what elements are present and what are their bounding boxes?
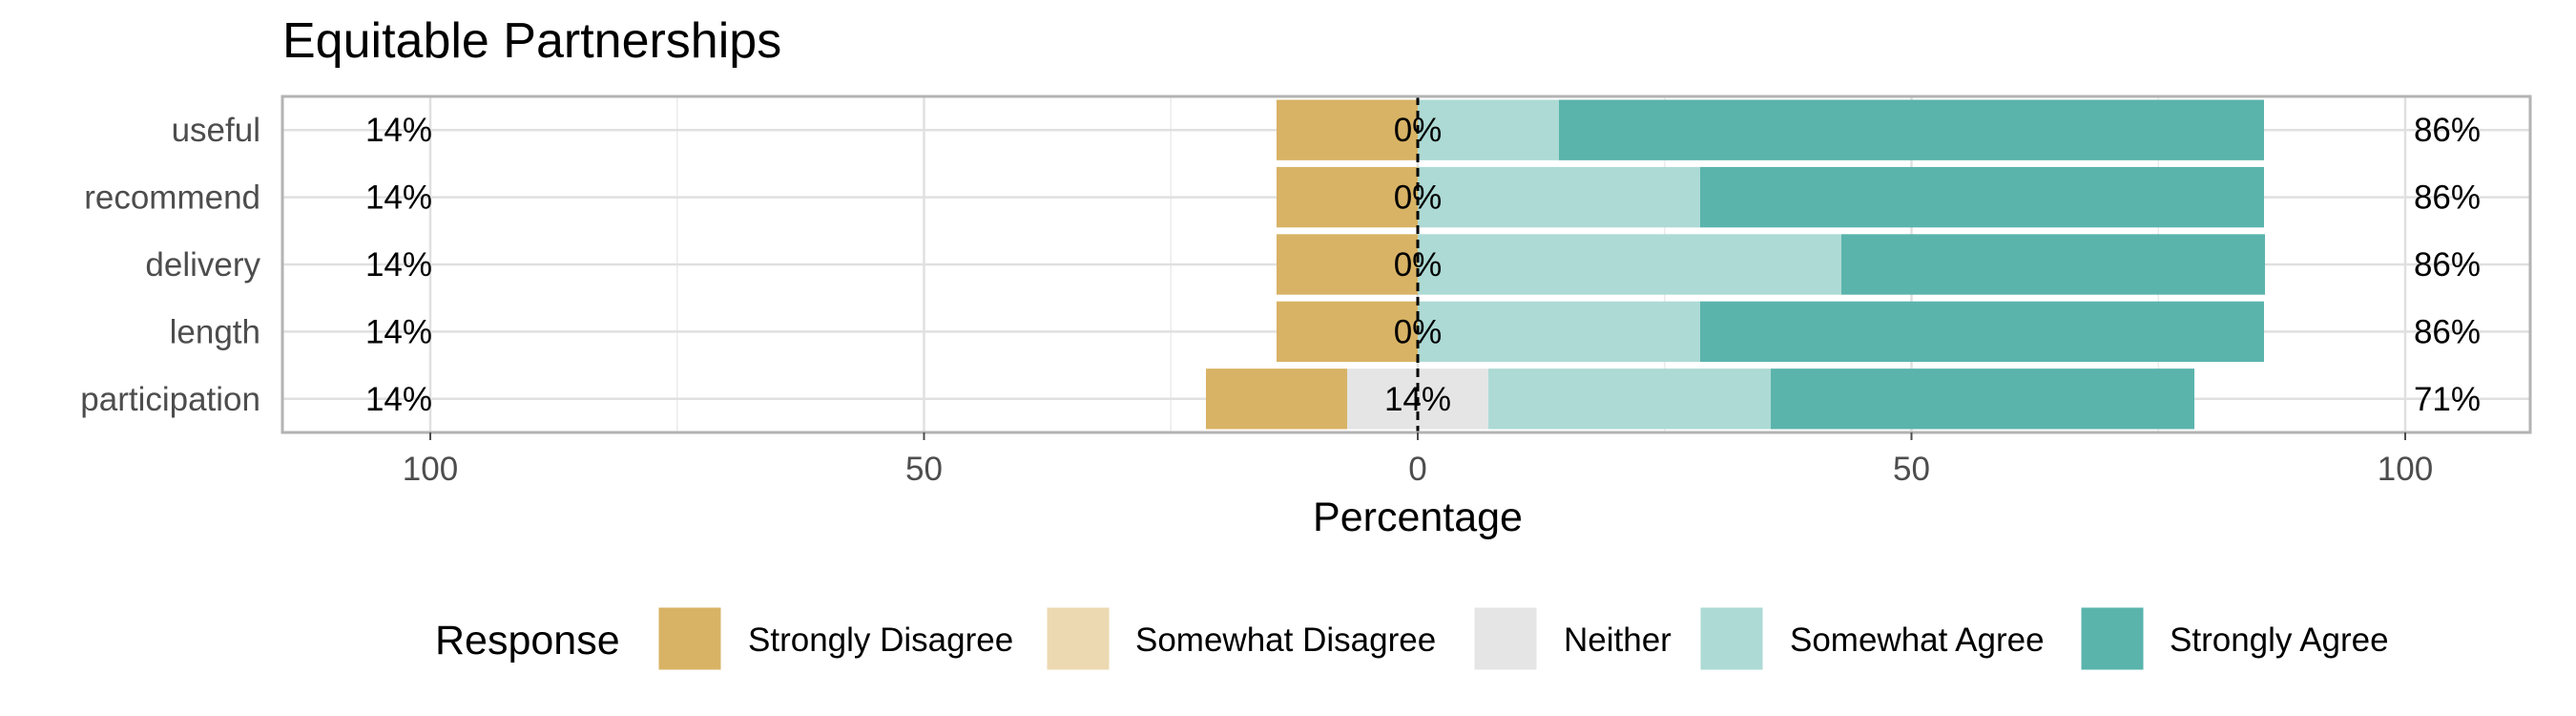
high-pct-label: 86% [2414,179,2481,217]
legend: Response Strongly Disagree Somewhat Disag… [435,606,2389,671]
bar-strongly-agree-recommend [1700,166,2264,228]
neutral-pct-label: 14% [1384,381,1451,418]
neutral-pct-label: 0% [1394,112,1443,149]
x-tick-label: 50 [905,451,943,488]
legend-label-somewhat-disagree: Somewhat Disagree [1135,621,1436,659]
legend-key-strongly-disagree [657,606,722,671]
category-label-recommend: recommend [84,179,260,217]
category-label-participation: participation [80,381,260,418]
bars [1205,99,2266,430]
legend-label-neither: Neither [1564,621,1672,659]
bar-somewhat-agree-useful [1418,99,1560,160]
panel-border [280,95,2532,434]
x-tick-label: 100 [2378,451,2433,488]
bar-strongly-disagree-recommend [1276,166,1418,228]
category-labels: useful recommend delivery length participati… [80,112,260,418]
bar-strongly-disagree-delivery [1276,234,1418,295]
low-pct-label: 14% [365,246,432,284]
high-pct-label: 86% [2414,313,2481,350]
chart-title: Equitable Partnerships [282,13,781,69]
legend-key-somewhat-disagree [1046,606,1111,671]
x-axis-ticks: 100 50 0 50 100 [403,432,2433,488]
category-label-length: length [170,313,260,350]
low-pct-label: 14% [365,313,432,350]
bar-strongly-disagree-length [1276,301,1418,363]
bar-somewhat-agree-length [1418,301,1701,363]
x-tick-label: 50 [1893,451,1930,488]
percent-labels: 14% 0% 86% 14% 0% 86% 14% 0% 86% 14% 0% 86% 14% 14% 71… [365,112,2481,418]
legend-title: Response [435,618,620,663]
bar-somewhat-agree-participation [1488,369,1772,430]
bar-strongly-agree-participation [1771,369,2195,430]
category-label-useful: useful [172,112,260,149]
x-tick-label: 100 [403,451,458,488]
neutral-pct-label: 0% [1394,246,1443,284]
bar-strongly-disagree-participation [1205,369,1347,430]
bar-strongly-agree-useful [1559,99,2264,160]
legend-key-neither [1473,606,1538,671]
high-pct-label: 86% [2414,246,2481,284]
x-axis-title: Percentage [1313,495,1523,540]
legend-key-somewhat-agree [1699,606,1764,671]
neutral-pct-label: 0% [1394,179,1443,217]
low-pct-label: 14% [365,112,432,149]
bar-strongly-agree-delivery [1841,234,2266,295]
low-pct-label: 14% [365,179,432,217]
legend-key-strongly-agree [2080,606,2145,671]
bar-somewhat-agree-recommend [1418,166,1701,228]
legend-label-strongly-agree: Strongly Agree [2170,621,2389,659]
neutral-pct-label: 0% [1394,313,1443,350]
legend-label-strongly-disagree: Strongly Disagree [748,621,1013,659]
high-pct-label: 71% [2414,381,2481,418]
high-pct-label: 86% [2414,112,2481,149]
category-label-delivery: delivery [145,246,260,284]
low-pct-label: 14% [365,381,432,418]
bar-strongly-disagree-useful [1276,99,1418,160]
bar-strongly-agree-length [1700,301,2264,363]
legend-label-somewhat-agree: Somewhat Agree [1790,621,2045,659]
bar-somewhat-agree-delivery [1418,234,1842,295]
x-tick-label: 0 [1408,451,1426,488]
